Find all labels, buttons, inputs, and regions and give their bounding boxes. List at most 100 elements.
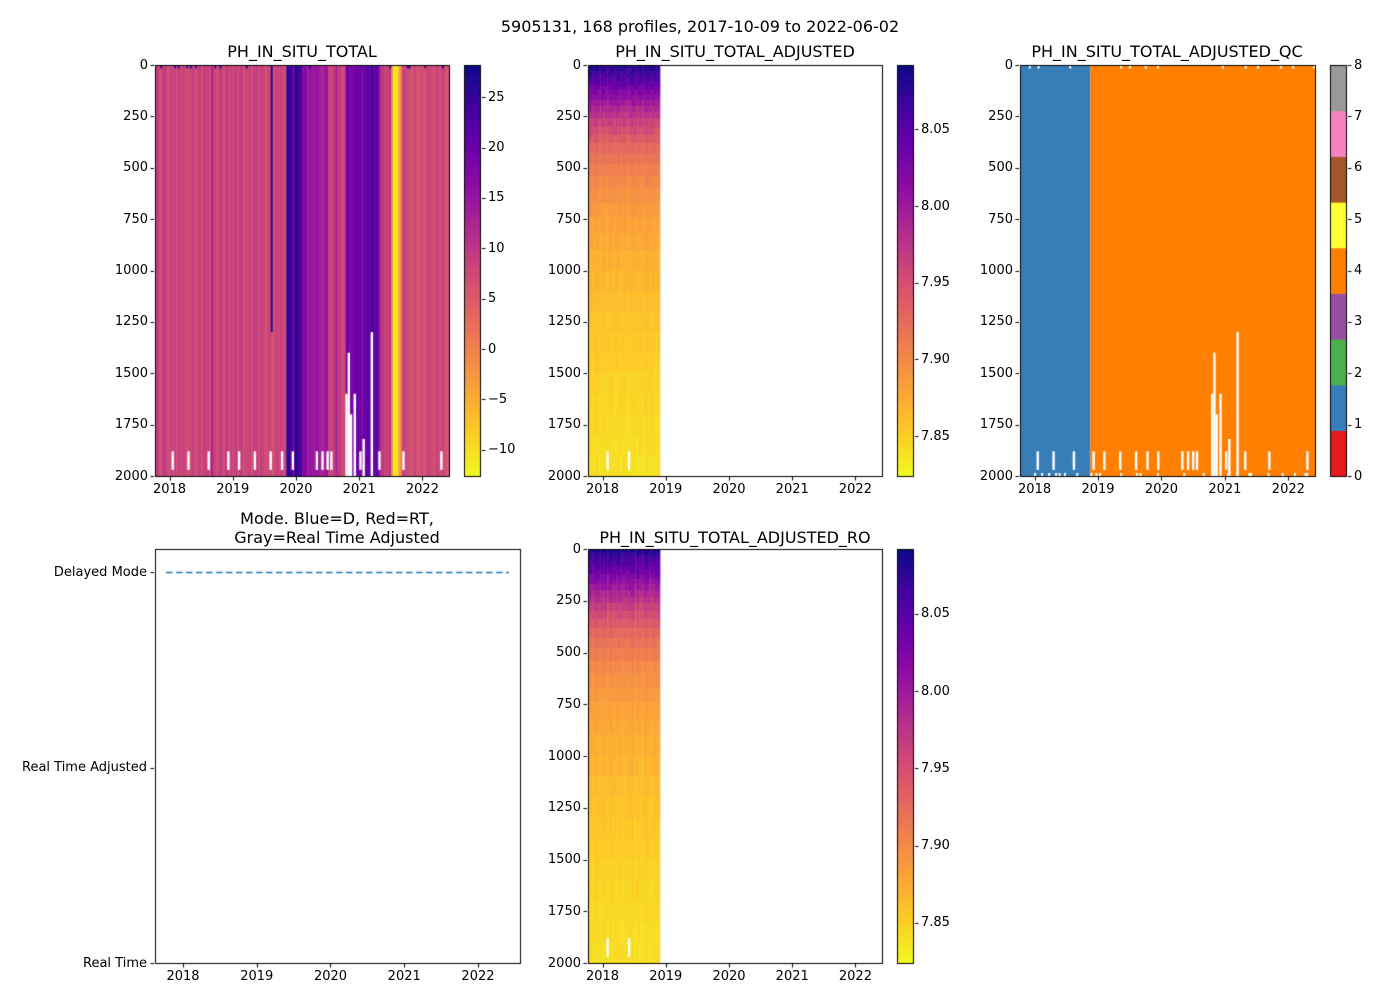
colorbar-tick-label: 4 <box>1354 263 1363 278</box>
x-tick-label: 2022 <box>1271 482 1305 497</box>
x-tick-label: 2018 <box>585 969 620 984</box>
y-category-label: Delayed Mode <box>53 564 147 580</box>
x-tick-label: 2020 <box>712 969 746 984</box>
y-tick-label: 1000 <box>114 263 148 278</box>
y-tick-label: 750 <box>556 696 581 712</box>
y-tick-label: 500 <box>556 645 581 660</box>
y-tick-label: 2000 <box>547 955 581 971</box>
y-category-label: Real Time Adjusted <box>22 760 147 776</box>
colorbar-tick-label: 20 <box>488 140 505 156</box>
y-category-label: Real Time <box>83 955 147 971</box>
x-tick-label: 2022 <box>461 969 495 984</box>
x-tick-label: 2021 <box>1208 482 1242 497</box>
x-tick-label: 2020 <box>1144 482 1179 497</box>
y-tick-label: 1250 <box>547 800 581 816</box>
colorbar-tick-label: 7.85 <box>921 915 950 931</box>
y-tick-label: 500 <box>556 160 581 176</box>
y-tick-label: 1250 <box>547 314 581 330</box>
y-tick-label: 750 <box>123 211 148 227</box>
x-tick-label: 2022 <box>838 969 872 984</box>
colorbar-tick-label: 5 <box>1354 211 1363 227</box>
y-tick-label: 500 <box>123 160 148 176</box>
colorbar-tick-label: 8.00 <box>921 198 950 214</box>
figure-title: 5905131, 168 profiles, 2017-10-09 to 202… <box>500 17 900 36</box>
colorbar-tick-label: 0 <box>1354 468 1363 484</box>
x-tick-label: 2020 <box>712 482 746 497</box>
y-tick-label: 750 <box>556 211 581 227</box>
x-tick-label: 2019 <box>216 482 250 497</box>
y-tick-label: 0 <box>572 541 581 557</box>
colorbar-tick-label: 3 <box>1354 314 1363 330</box>
colorbar-tick-label: 0 <box>488 341 497 357</box>
y-tick-label: 1750 <box>547 903 581 919</box>
colorbar-tick-label: 8.05 <box>921 121 950 137</box>
x-tick-label: 2018 <box>585 482 620 497</box>
plot-title-ph-in-situ-total-adjusted-ro: PH_IN_SITU_TOTAL_ADJUSTED_RO <box>599 528 871 547</box>
plot-title-mode-line2: Gray=Real Time Adjusted <box>234 528 440 547</box>
x-tick-label: 2021 <box>775 482 809 497</box>
x-tick-label: 2019 <box>240 969 274 984</box>
y-tick-label: 250 <box>123 108 148 124</box>
colorbar-tick-label: −10 <box>488 442 516 458</box>
plot-title-mode-line1: Mode. Blue=D, Red=RT, <box>240 509 434 528</box>
plot-title-ph-in-situ-total-adjusted: PH_IN_SITU_TOTAL_ADJUSTED <box>615 42 855 61</box>
y-tick-label: 250 <box>988 108 1013 124</box>
y-tick-label: 1500 <box>114 365 148 381</box>
colorbar-tick-label: 6 <box>1354 160 1363 176</box>
y-tick-label: 0 <box>139 57 148 73</box>
y-tick-label: 1500 <box>547 365 581 381</box>
plot-title-mode: Mode. Blue=D, Red=RT, Gray=Real Time Adj… <box>234 509 440 547</box>
colorbar-tick-label: 8.05 <box>921 606 950 622</box>
colorbar-tick-label: 7.90 <box>921 351 950 367</box>
x-tick-label: 2021 <box>342 482 376 497</box>
colorbar-tick-label: 7.85 <box>921 428 950 444</box>
y-tick-label: 1500 <box>547 852 581 867</box>
colorbar-tick-label: 8.00 <box>921 683 950 699</box>
x-tick-label: 2021 <box>387 969 421 984</box>
colorbar-tick-label: 7 <box>1354 108 1363 124</box>
y-tick-label: 2000 <box>114 468 148 484</box>
y-tick-label: 1000 <box>979 263 1013 278</box>
x-tick-label: 2019 <box>649 969 683 984</box>
y-tick-label: 0 <box>572 57 581 73</box>
colorbar-tick-label: 7.90 <box>921 838 950 854</box>
x-tick-label: 2022 <box>838 482 872 497</box>
y-tick-label: 2000 <box>979 468 1013 484</box>
colorbar-tick-label: 1 <box>1354 417 1363 433</box>
plot-title-ph-in-situ-total-adjusted-qc: PH_IN_SITU_TOTAL_ADJUSTED_QC <box>1031 42 1303 61</box>
x-tick-label: 2019 <box>1081 482 1115 497</box>
y-tick-label: 1750 <box>547 417 581 433</box>
y-tick-label: 1000 <box>547 748 581 764</box>
y-tick-label: 2000 <box>547 468 581 484</box>
y-tick-label: 1250 <box>114 314 148 330</box>
y-tick-label: 1750 <box>979 417 1013 433</box>
y-tick-label: 250 <box>556 108 581 124</box>
x-tick-label: 2019 <box>649 482 683 497</box>
y-tick-label: 1250 <box>979 314 1013 330</box>
colorbar-tick-label: 8 <box>1354 57 1363 73</box>
colorbar-tick-label: 5 <box>488 291 497 307</box>
x-tick-label: 2021 <box>775 969 809 984</box>
colorbar-tick-label: 10 <box>488 240 505 256</box>
colorbar-tick-label: 25 <box>488 89 505 105</box>
colorbar-tick-label: 15 <box>488 190 505 206</box>
x-tick-label: 2020 <box>279 482 313 497</box>
y-tick-label: 1000 <box>547 263 581 278</box>
plot-title-ph-in-situ-total: PH_IN_SITU_TOTAL <box>227 42 377 61</box>
x-tick-label: 2022 <box>405 482 439 497</box>
colorbar-tick-label: 7.95 <box>921 760 950 776</box>
colorbar-tick-label: 7.95 <box>921 275 950 291</box>
y-tick-label: 750 <box>988 211 1013 227</box>
x-tick-label: 2018 <box>1018 482 1052 497</box>
x-tick-label: 2018 <box>152 482 187 497</box>
y-tick-label: 1500 <box>979 365 1013 381</box>
colorbar-tick-label: 2 <box>1354 365 1363 381</box>
colorbar-tick-label: −5 <box>488 391 508 407</box>
x-tick-label: 2018 <box>166 969 200 984</box>
y-tick-label: 1750 <box>114 417 148 433</box>
x-tick-label: 2020 <box>313 969 348 984</box>
y-tick-label: 500 <box>988 160 1013 176</box>
y-tick-label: 250 <box>556 593 581 609</box>
